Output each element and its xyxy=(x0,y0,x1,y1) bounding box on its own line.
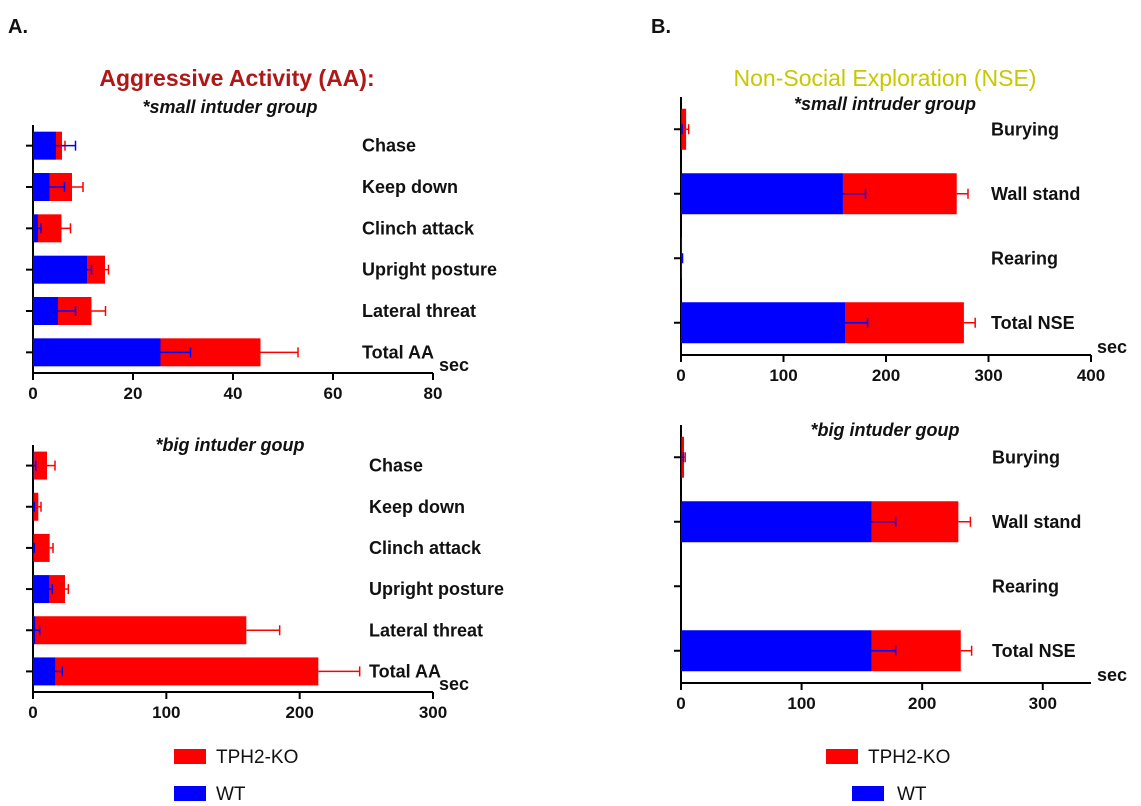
category-label-clinch-attack: Clinch attack xyxy=(369,538,482,558)
bar-wt-upright-posture xyxy=(33,575,50,604)
panel-a-letter: A. xyxy=(8,16,28,38)
category-label-wall-stand: Wall stand xyxy=(992,512,1081,532)
bar-tph2-ko-clinch-attack xyxy=(33,533,50,562)
panel-a-subtitle-small: *small intuder group xyxy=(142,97,317,117)
x-tick-label: 80 xyxy=(424,384,443,403)
bar-tph2-ko-chase xyxy=(34,451,47,480)
category-label-burying: Burying xyxy=(992,447,1060,467)
legend-label-wt: WT xyxy=(216,784,246,805)
category-label-keep-down: Keep down xyxy=(369,497,465,517)
panel-b-letter: B. xyxy=(651,16,671,38)
bar-wt-total-aa xyxy=(33,657,56,686)
x-tick-label: 0 xyxy=(676,694,685,713)
category-label-clinch-attack: Clinch attack xyxy=(362,218,475,238)
x-axis-unit-label: sec xyxy=(439,355,469,375)
chart-nse-big-intruder: 0 100 200 300 sec Burying Wall stand Rearing Tot… xyxy=(674,425,1127,713)
legend-label-wt: WT xyxy=(897,784,927,805)
x-tick-label: 100 xyxy=(769,366,797,385)
category-label-rearing: Rearing xyxy=(991,248,1058,268)
legend-swatch-tph2-ko xyxy=(174,749,206,764)
x-tick-label: 300 xyxy=(1029,694,1057,713)
category-label-lateral-threat: Lateral threat xyxy=(369,620,483,640)
legend-swatch-tph2-ko xyxy=(826,749,858,764)
category-label-wall-stand: Wall stand xyxy=(991,184,1080,204)
x-tick-label: 400 xyxy=(1077,366,1105,385)
x-tick-label: 200 xyxy=(908,694,936,713)
legend-label-tph2-ko: TPH2-KO xyxy=(216,747,298,768)
x-axis-unit-label: sec xyxy=(439,674,469,694)
panel-a-title: Aggressive Activity (AA): xyxy=(99,65,374,91)
category-label-upright-posture: Upright posture xyxy=(362,260,497,280)
bar-tph2-ko-burying xyxy=(681,108,687,150)
category-label-burying: Burying xyxy=(991,119,1059,139)
x-tick-label: 60 xyxy=(324,384,343,403)
bar-wt-upright-posture xyxy=(33,255,87,284)
legend-panel-a: TPH2-KO WT xyxy=(174,747,298,805)
bar-wt-total-nse xyxy=(681,630,872,672)
x-tick-label: 100 xyxy=(787,694,815,713)
x-tick-label: 0 xyxy=(28,703,37,722)
bar-wt-total-nse xyxy=(681,302,845,344)
panel-a-subtitle-big: *big intuder goup xyxy=(156,435,305,455)
x-tick-label: 100 xyxy=(152,703,180,722)
legend-label-tph2-ko: TPH2-KO xyxy=(868,747,950,768)
panel-b-subtitle-small: *small intruder group xyxy=(794,94,976,114)
legend-panel-b: TPH2-KO WT xyxy=(826,747,950,805)
category-label-total-aa: Total AA xyxy=(362,342,434,362)
bar-tph2-ko-upright-posture xyxy=(87,255,105,284)
legend-swatch-wt xyxy=(852,786,884,801)
bar-tph2-ko-total-aa xyxy=(55,657,319,686)
category-label-rearing: Rearing xyxy=(992,576,1059,596)
x-tick-label: 0 xyxy=(28,384,37,403)
category-label-total-nse: Total NSE xyxy=(991,313,1075,333)
legend-swatch-wt xyxy=(174,786,206,801)
bar-tph2-ko-lateral-threat xyxy=(35,616,247,645)
bar-wt-wall-stand xyxy=(681,173,843,215)
chart-aa-big-intruder: 0 100 200 300 sec Chase Keep down Clinch attack… xyxy=(26,445,504,722)
category-label-total-nse: Total NSE xyxy=(992,641,1076,661)
chart-aa-small-intruder: 0 20 40 60 80 sec Chase Keep down Clinch attack U… xyxy=(26,125,497,403)
panel-b-title: Non-Social Exploration (NSE) xyxy=(734,65,1037,91)
panel-b-subtitle-big: *big intuder goup xyxy=(811,420,960,440)
x-axis-unit-label: sec xyxy=(1097,337,1127,357)
x-tick-label: 20 xyxy=(124,384,143,403)
category-label-lateral-threat: Lateral threat xyxy=(362,301,476,321)
category-label-chase: Chase xyxy=(362,136,416,156)
x-axis-unit-label: sec xyxy=(1097,665,1127,685)
x-tick-label: 40 xyxy=(224,384,243,403)
x-tick-label: 200 xyxy=(872,366,900,385)
bar-tph2-ko-clinch-attack xyxy=(38,214,62,243)
category-label-upright-posture: Upright posture xyxy=(369,579,504,599)
bar-wt-wall-stand xyxy=(681,501,872,543)
category-label-keep-down: Keep down xyxy=(362,177,458,197)
bar-tph2-ko-upright-posture xyxy=(49,575,65,604)
bar-tph2-ko-keep-down xyxy=(33,492,39,521)
x-tick-label: 300 xyxy=(419,703,447,722)
category-label-total-aa: Total AA xyxy=(369,661,441,681)
x-tick-label: 0 xyxy=(676,366,685,385)
chart-nse-small-intruder: 0 100 200 300 400 sec Burying Wall stand Rearing… xyxy=(674,97,1127,385)
x-tick-label: 300 xyxy=(974,366,1002,385)
x-tick-label: 200 xyxy=(285,703,313,722)
category-label-chase: Chase xyxy=(369,456,423,476)
